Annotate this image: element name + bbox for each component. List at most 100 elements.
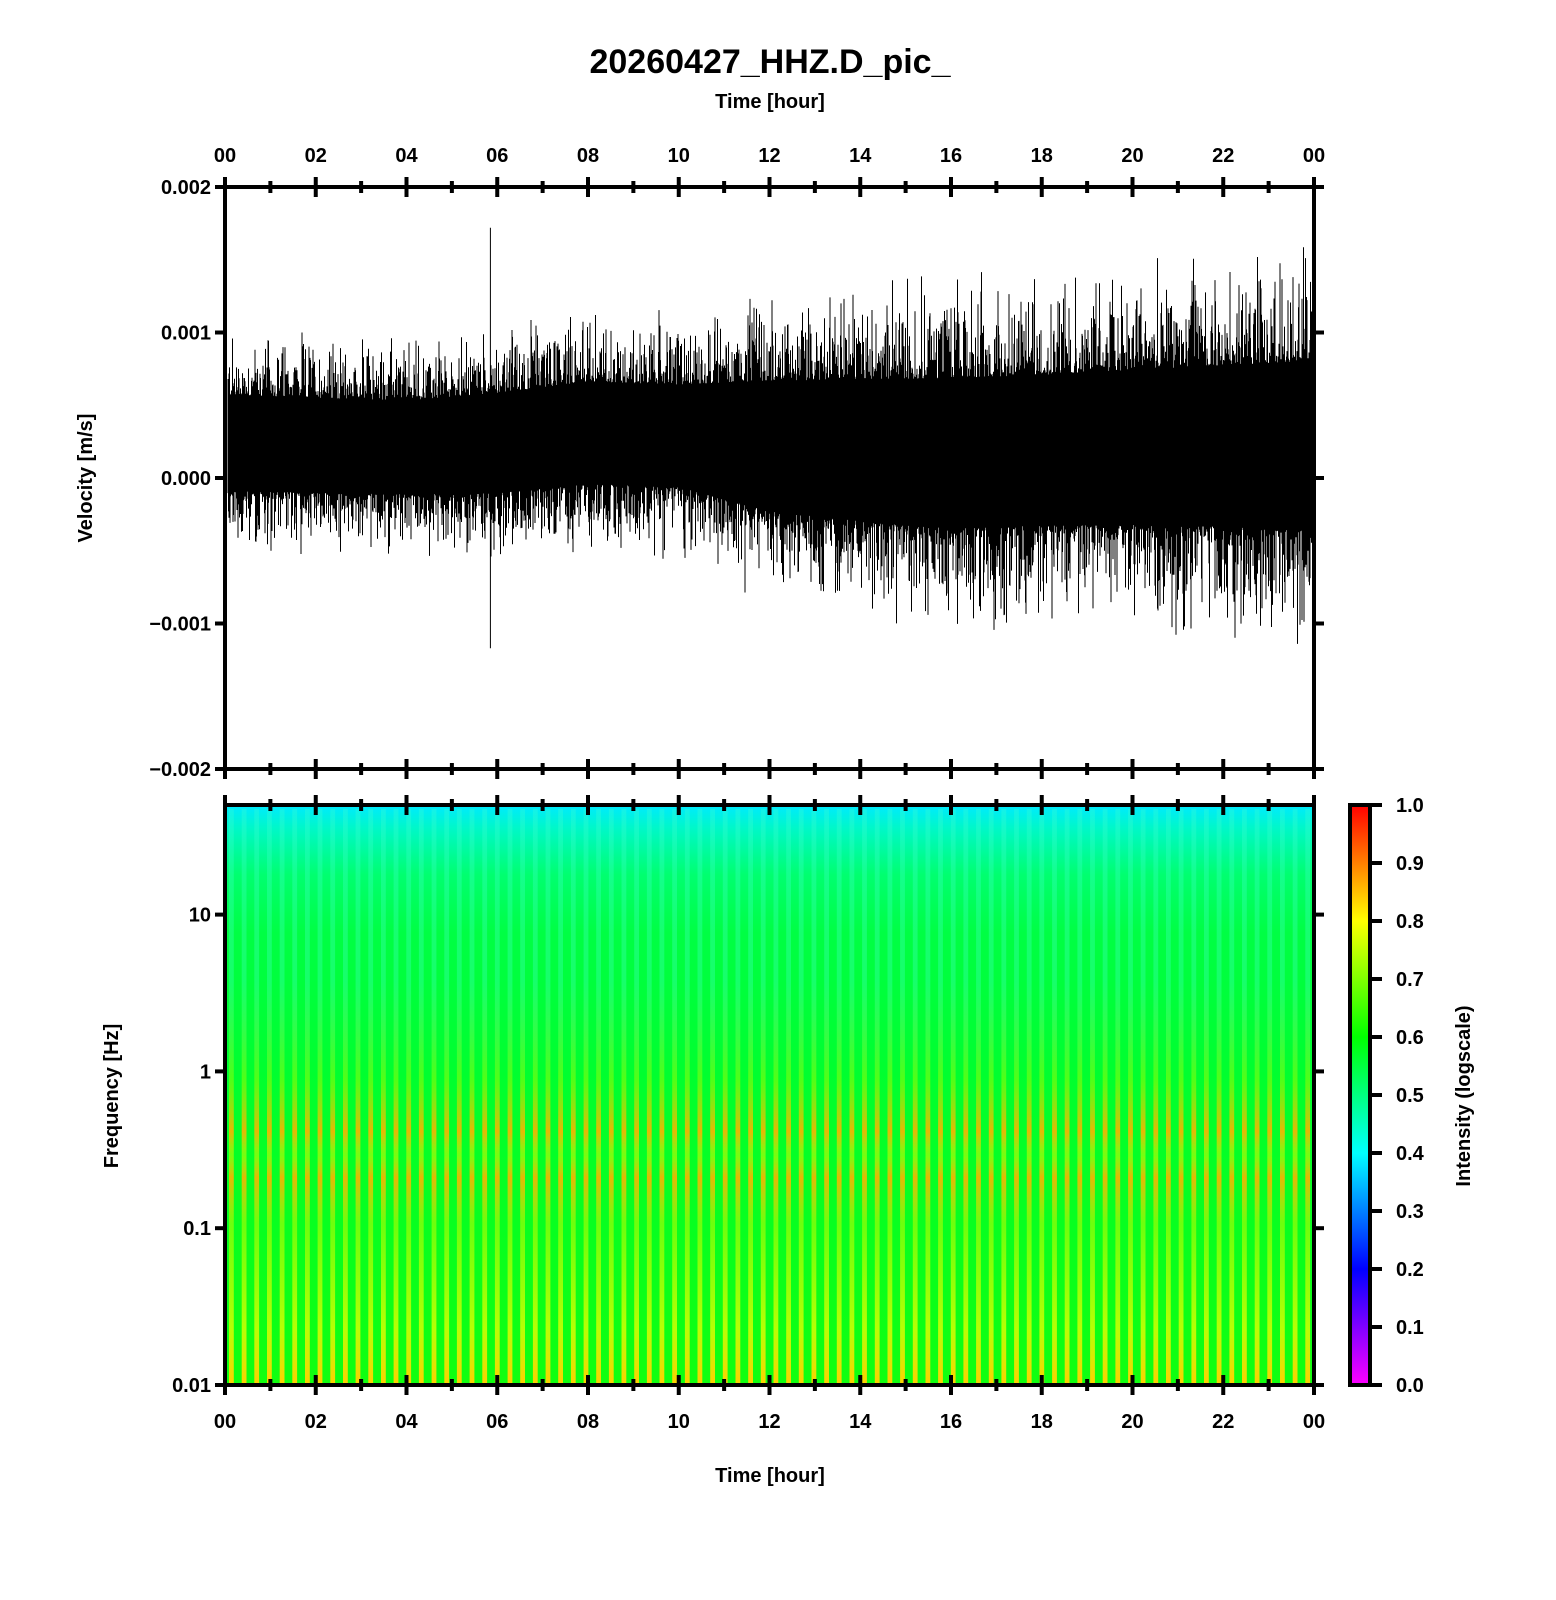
spectrogram-stripe: [444, 809, 450, 1385]
spectrogram-stripe: [1077, 809, 1083, 1385]
spectrogram-stripe: [634, 809, 639, 1385]
spectrogram-stripe: [722, 809, 728, 1385]
spectrogram-stripe: [431, 809, 437, 1385]
bottom-x-tick-label: 14: [849, 1411, 872, 1433]
spectrogram-stripe: [735, 809, 741, 1385]
spectrogram-stripe: [874, 809, 880, 1385]
spectrogram-stripe: [1280, 809, 1285, 1385]
spectrogram-stripe: [330, 809, 336, 1385]
spectrogram-frame: [223, 803, 1316, 1387]
colorbar-label: Intensity (logscale): [1453, 1005, 1475, 1186]
spectrogram-stripe: [684, 809, 690, 1385]
spectrogram-stripe: [1090, 809, 1095, 1385]
colorbar-tick-label: 0.2: [1396, 1259, 1424, 1281]
spectrogram-stripe: [570, 809, 576, 1385]
spectrogram-stripe: [938, 809, 943, 1385]
spectrogram-stripe: [1026, 809, 1032, 1385]
spectrogram-stripe: [558, 809, 563, 1385]
colorbar-tick-label: 0.5: [1396, 1085, 1424, 1107]
spectrogram-stripe: [988, 809, 994, 1385]
colorbar-tick-label: 0.6: [1396, 1027, 1424, 1049]
spectrogram-stripe: [596, 809, 601, 1385]
velocity-y-tick-label: 0.002: [161, 177, 211, 199]
colorbar-tick-label: 0.7: [1396, 969, 1424, 991]
spectrogram-stripe: [900, 809, 905, 1385]
spectrogram-stripe: [1014, 809, 1019, 1385]
bottom-x-axis-label: Time [hour]: [715, 1465, 825, 1487]
spectrogram-stripe: [343, 809, 348, 1385]
top-x-tick-label: 14: [849, 145, 872, 167]
top-x-tick-label: 02: [305, 145, 327, 167]
spectrogram-stripe: [1254, 809, 1260, 1385]
spectrogram-stripe: [710, 809, 715, 1385]
spectrogram-stripe: [305, 809, 310, 1385]
bottom-x-tick-label: 08: [577, 1411, 599, 1433]
spectrogram-stripe: [241, 809, 247, 1385]
spectrogram-stripe: [482, 809, 488, 1385]
top-x-tick-label: 10: [668, 145, 690, 167]
velocity-waveform: [227, 227, 1313, 649]
top-x-tick-label: 20: [1121, 145, 1143, 167]
spectrogram-stripe: [292, 809, 298, 1385]
spectrogram-stripe: [1102, 809, 1108, 1385]
spectrogram-stripe: [976, 809, 981, 1385]
top-x-tick-label: 16: [940, 145, 962, 167]
top-x-tick-label: 04: [395, 145, 418, 167]
top-x-tick-label: 18: [1031, 145, 1053, 167]
bottom-x-tick-label: 00: [214, 1411, 236, 1433]
spectrogram-stripe: [1115, 809, 1121, 1385]
colorbar-tick-label: 0.8: [1396, 911, 1424, 933]
spectrogram-stripe: [317, 809, 323, 1385]
bottom-x-tick-label: 16: [940, 1411, 962, 1433]
spectrogram-stripe: [254, 809, 260, 1385]
spectrogram-stripe: [798, 809, 804, 1385]
spectrogram-stripe: [862, 809, 867, 1385]
spectrogram-stripe: [469, 809, 475, 1385]
waveform-frame: [223, 185, 1316, 771]
colorbar-tick-label: 1.0: [1396, 795, 1424, 817]
colorbar-tick-label: 0.3: [1396, 1201, 1424, 1223]
spectrogram-stripe: [963, 809, 969, 1385]
spectrogram-stripe: [811, 809, 817, 1385]
bottom-x-tick-label: 22: [1212, 1411, 1234, 1433]
spectrogram-stripe: [1204, 809, 1209, 1385]
spectrogram-stripe: [646, 809, 652, 1385]
top-x-tick-label: 00: [1303, 145, 1325, 167]
velocity-y-tick-label: 0.000: [161, 468, 211, 490]
spectrogram-stripe: [1001, 809, 1007, 1385]
spectrogram-stripe: [836, 809, 842, 1385]
frequency-y-tick-label: 0.01: [172, 1375, 211, 1397]
spectrogram-stripe: [824, 809, 829, 1385]
colorbar: [1348, 803, 1372, 1387]
velocity-y-tick-label: 0.001: [161, 323, 211, 345]
top-x-tick-label: 22: [1212, 145, 1234, 167]
spectrogram-stripe: [672, 809, 677, 1385]
frequency-axis-label: Frequency [Hz]: [101, 1024, 123, 1168]
spectrogram-stripe: [418, 809, 424, 1385]
velocity-axis-label: Velocity [m/s]: [75, 414, 97, 543]
spectrogram-stripe: [1242, 809, 1247, 1385]
spectrogram-stripe: [279, 809, 285, 1385]
velocity-y-tick-label: −0.001: [149, 614, 211, 636]
spectrogram-stripe: [532, 809, 538, 1385]
top-x-axis-label: Time [hour]: [715, 91, 825, 113]
bottom-x-tick-label: 02: [305, 1411, 327, 1433]
spectrogram-stripe: [849, 809, 855, 1385]
top-x-tick-label: 06: [486, 145, 508, 167]
spectrogram-stripe: [748, 809, 753, 1385]
frequency-y-tick-label: 0.1: [183, 1218, 211, 1240]
spectrogram-stripe: [355, 809, 361, 1385]
bottom-x-tick-label: 20: [1121, 1411, 1143, 1433]
bottom-x-tick-label: 06: [486, 1411, 508, 1433]
bottom-x-tick-label: 04: [395, 1411, 418, 1433]
spectrogram-stripe: [1229, 809, 1235, 1385]
bottom-x-tick-label: 00: [1303, 1411, 1325, 1433]
chart-title: 20260427_HHZ.D_pic_: [589, 43, 951, 81]
spectrogram: [225, 805, 1314, 1385]
frequency-y-tick-label: 1: [200, 1061, 211, 1083]
spectrogram-stripe: [1064, 809, 1070, 1385]
spectrogram-stripe: [368, 809, 374, 1385]
top-x-tick-label: 08: [577, 145, 599, 167]
spectrogram-stripe: [1052, 809, 1057, 1385]
spectrogram-stripe: [773, 809, 779, 1385]
